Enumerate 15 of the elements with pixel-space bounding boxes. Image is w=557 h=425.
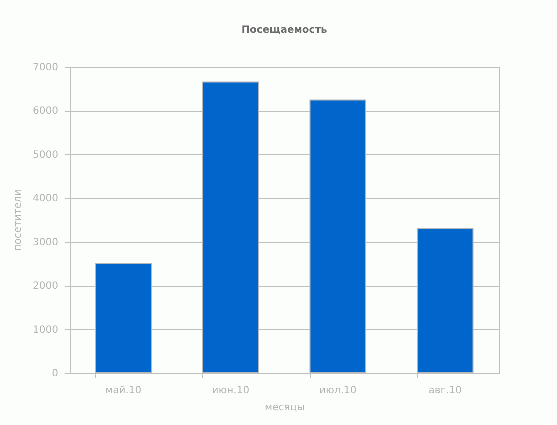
chart-title: Посещаемость [242, 25, 328, 36]
y-tick-label: 3000 [33, 237, 58, 248]
y-tick-label: 4000 [33, 194, 58, 205]
y-tick-label: 1000 [33, 324, 58, 336]
x-tick-label: авг.10 [428, 386, 462, 396]
x-axis-title: месяцы [265, 402, 306, 414]
x-tick-label: июн.10 [212, 386, 250, 396]
y-axis-title: посетители [13, 190, 24, 252]
y-tick-label: 7000 [33, 62, 58, 74]
y-tick-label: 6000 [33, 106, 58, 118]
y-tick-label: 2000 [33, 281, 58, 292]
y-tick-label: 0 [52, 368, 58, 380]
y-tick-label: 5000 [33, 150, 58, 161]
x-tick-label: июл.10 [320, 386, 357, 396]
x-tick-label: май.10 [106, 386, 142, 396]
